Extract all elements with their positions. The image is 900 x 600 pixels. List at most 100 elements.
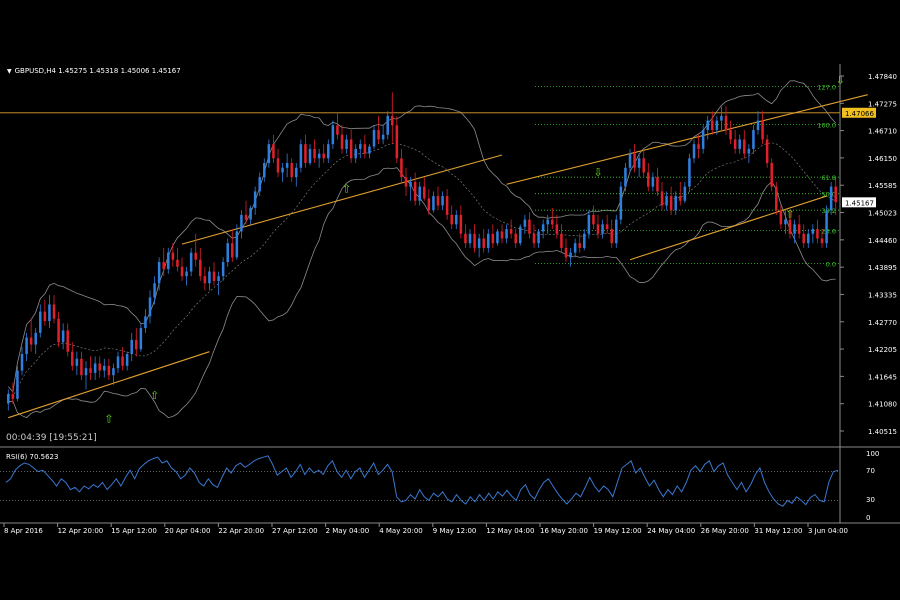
price-tag-box — [842, 107, 876, 118]
time-axis: 8 Apr 2016 12 Apr 20:00 15 Apr 12:00 20 Apr… — [3, 523, 848, 535]
candle-body — [61, 330, 65, 343]
price-candles — [7, 92, 837, 411]
price-tick-label: 1.47275 — [868, 100, 897, 108]
candle-body — [11, 394, 15, 399]
fib-level-label: 61.8 — [822, 174, 836, 182]
candle-body — [775, 186, 778, 211]
candle-body — [336, 125, 339, 135]
candle-body — [66, 330, 69, 352]
candle-body — [765, 139, 769, 164]
candle-body — [519, 226, 522, 244]
price-tick-label: 1.43335 — [868, 291, 897, 299]
candle-body — [244, 214, 248, 220]
time-tick-label: 9 May 12:00 — [433, 527, 477, 535]
candle-body — [637, 158, 641, 168]
candle-body — [20, 354, 24, 371]
candle-body — [313, 148, 316, 159]
candle-body — [587, 214, 591, 234]
candle-body — [537, 231, 540, 244]
candle-body — [43, 311, 47, 322]
candle-body — [733, 139, 737, 149]
candle-body — [162, 262, 165, 270]
candle-body — [112, 368, 115, 376]
candle-body — [834, 186, 837, 203]
time-tick-label: 24 May 04:00 — [647, 527, 695, 535]
bollinger-bands — [8, 80, 836, 419]
candle-body — [144, 316, 147, 329]
symbol-label: GBPUSD,H4 — [14, 67, 56, 75]
trendline — [181, 154, 503, 245]
candle-body — [656, 177, 659, 192]
candle-body — [327, 144, 330, 159]
candle-body — [514, 233, 517, 244]
candle-body — [715, 120, 719, 131]
candle-body — [436, 196, 440, 206]
candle-body — [555, 224, 559, 234]
price-tag-label: 1.45167 — [845, 199, 874, 207]
candle-body — [816, 229, 819, 239]
candle-body — [797, 224, 801, 234]
candle-body — [679, 196, 682, 201]
price-tick-label: 1.46150 — [868, 155, 897, 163]
rsi-tick-label: 70 — [866, 467, 875, 475]
rsi-line — [5, 455, 839, 507]
candle-body — [546, 219, 549, 225]
candle-body — [752, 130, 755, 149]
candle-body — [482, 238, 485, 248]
candle-body — [633, 153, 636, 168]
candle-body — [7, 394, 10, 404]
candle-body — [240, 214, 243, 232]
candle-body — [98, 363, 101, 371]
collapse-triangle-icon[interactable]: ▼ — [7, 68, 12, 75]
price-tick-label: 1.44460 — [868, 237, 897, 245]
candle-body — [413, 181, 417, 201]
candle-body — [340, 134, 344, 149]
candle-body — [189, 252, 193, 272]
candle-body — [354, 148, 357, 159]
candle-body — [464, 233, 467, 244]
candle-body — [194, 252, 197, 260]
candle-body — [226, 243, 229, 263]
time-tick-label: 15 Apr 12:00 — [111, 527, 157, 535]
candle-body — [669, 196, 673, 211]
candle-body — [39, 311, 42, 333]
candle-body — [560, 233, 563, 248]
candle-body — [665, 196, 668, 206]
candle-body — [820, 238, 824, 244]
fib-level-label: 0.0 — [826, 260, 836, 268]
candle-body — [276, 158, 280, 173]
candle-body — [317, 153, 321, 159]
price-tick-label: 1.42205 — [868, 346, 897, 354]
candle-body — [135, 339, 138, 350]
fib-level-label: 50.0 — [822, 191, 836, 199]
price-tick-label: 1.40515 — [868, 428, 897, 436]
candle-body — [528, 219, 531, 234]
candle-body — [377, 130, 380, 140]
chart-header: ▼ GBPUSD,H4 1.45275 1.45318 1.45006 1.451… — [7, 67, 181, 75]
candle-body — [258, 177, 261, 192]
candle-body — [295, 167, 298, 178]
up-arrow-icon: ⇧ — [342, 183, 351, 196]
time-tick-label: 12 Apr 20:00 — [58, 527, 104, 535]
candle-body — [692, 144, 696, 159]
time-tick-label: 27 Apr 12:00 — [272, 527, 318, 535]
candle-body — [802, 233, 805, 244]
candle-body — [359, 144, 362, 149]
candle-body — [651, 177, 655, 187]
candle-body — [16, 370, 19, 399]
candle-body — [628, 153, 632, 168]
candle-body — [167, 252, 170, 270]
candle-body — [660, 191, 664, 206]
candle-body — [601, 224, 604, 234]
candle-body — [770, 163, 773, 187]
candle-body — [290, 163, 293, 178]
candle-body — [391, 115, 394, 126]
time-tick-label: 26 May 20:00 — [701, 527, 749, 535]
candle-body — [624, 167, 627, 187]
time-tick-label: 12 May 04:00 — [486, 527, 534, 535]
candle-body — [674, 196, 677, 211]
candle-body — [221, 262, 225, 277]
candle-body — [455, 214, 458, 225]
price-axis: 1.47840 1.47275 1.46710 1.46150 1.45585 1.450… — [0, 64, 900, 524]
candle-body — [647, 172, 650, 187]
